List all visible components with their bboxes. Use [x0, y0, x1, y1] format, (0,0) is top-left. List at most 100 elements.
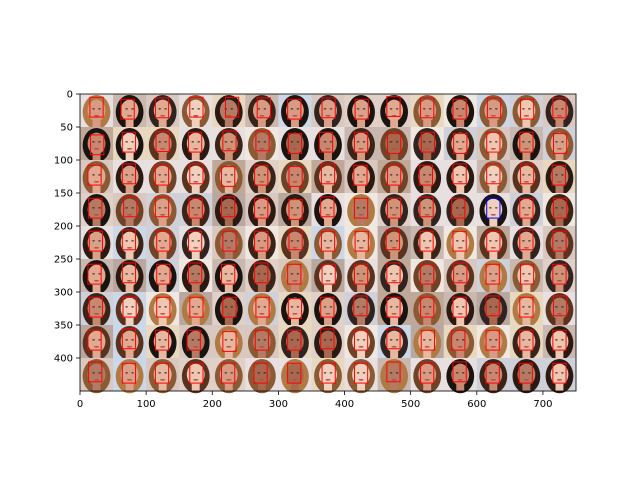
- face-box: [321, 362, 336, 384]
- face-box: [486, 97, 502, 119]
- face-box: [354, 98, 369, 120]
- detection-boxes: [87, 96, 568, 384]
- face-box: [353, 263, 369, 285]
- face-thumbnail: [113, 259, 147, 295]
- face-box: [552, 97, 567, 119]
- face-box: [256, 97, 271, 119]
- face-box: [90, 134, 105, 156]
- face-thumbnail: [80, 226, 114, 262]
- face-box: [222, 296, 237, 318]
- face-thumbnail: [344, 292, 379, 328]
- face-thumbnail: [443, 259, 478, 295]
- y-tick-label: 300: [54, 288, 73, 299]
- face-box: [353, 362, 369, 384]
- face-thumbnail: [476, 94, 511, 130]
- face-thumbnail: [542, 226, 577, 262]
- face-box: [253, 362, 268, 384]
- face-thumbnail: [410, 160, 445, 196]
- face-thumbnail: [377, 94, 412, 130]
- face-image-grid: [80, 94, 577, 394]
- face-thumbnail: [278, 292, 312, 328]
- face-box: [255, 130, 270, 152]
- face-box: [385, 229, 400, 251]
- face-thumbnail: [377, 226, 412, 262]
- y-axis: 0 50 100 150 200 250 300 350 400: [54, 90, 80, 365]
- face-box: [156, 296, 171, 318]
- face-thumbnail: [476, 292, 511, 328]
- x-tick-label: 600: [467, 399, 486, 410]
- face-box: [221, 263, 236, 285]
- face-thumbnail: [377, 325, 412, 361]
- face-thumbnail: [212, 160, 246, 196]
- x-tick-label: 300: [269, 399, 288, 410]
- face-box: [519, 229, 534, 251]
- face-box: [452, 296, 467, 318]
- face-box: [87, 164, 102, 186]
- face-box: [386, 328, 401, 350]
- face-box: [485, 362, 500, 384]
- face-box: [553, 197, 568, 219]
- face-thumbnail: [80, 94, 114, 130]
- face-box: [188, 197, 203, 219]
- face-box: [453, 262, 468, 284]
- y-tick-label: 200: [54, 222, 73, 233]
- face-box: [121, 229, 137, 251]
- face-box: [221, 196, 236, 218]
- y-tick-label: 250: [54, 255, 73, 266]
- face-box: [287, 133, 303, 154]
- face-box: [89, 96, 104, 118]
- face-box: [485, 329, 500, 351]
- face-thumbnail: [212, 94, 246, 130]
- face-box: [87, 263, 102, 285]
- face-box: [88, 230, 103, 252]
- face-box: [287, 298, 303, 319]
- face-box: [189, 296, 204, 318]
- face-thumbnail: [179, 325, 213, 361]
- face-box: [155, 131, 170, 152]
- face-thumbnail: [179, 94, 213, 130]
- x-tick-label: 700: [533, 399, 552, 410]
- face-box: [187, 262, 203, 284]
- face-box: [154, 97, 170, 119]
- face-box: [154, 164, 170, 186]
- face-box: [87, 329, 102, 351]
- y-tick-label: 150: [54, 189, 73, 200]
- face-box: [221, 362, 236, 384]
- face-thumbnail: [278, 193, 312, 229]
- face-box: [452, 230, 467, 252]
- face-thumbnail: [278, 226, 312, 262]
- face-box: [154, 196, 170, 218]
- face-box: [386, 296, 401, 318]
- face-box: [387, 133, 402, 154]
- face-box: [420, 131, 435, 153]
- face-box: [288, 166, 303, 187]
- face-thumbnail: [476, 160, 511, 196]
- face-box: [552, 230, 567, 252]
- face-thumbnail: [245, 259, 279, 295]
- face-box: [189, 96, 204, 118]
- face-box: [287, 362, 302, 384]
- face-thumbnail: [443, 358, 478, 394]
- face-thumbnail: [212, 193, 246, 229]
- face-box: [123, 196, 138, 218]
- face-box: [353, 329, 369, 351]
- face-box: [88, 361, 103, 383]
- face-box: [452, 98, 467, 120]
- face-thumbnail: [377, 358, 412, 394]
- face-box: [486, 230, 501, 252]
- face-box: [420, 263, 435, 285]
- face-box: [386, 96, 401, 117]
- face-thumbnail: [443, 160, 478, 196]
- face-box: [254, 329, 269, 351]
- face-box: [288, 199, 303, 220]
- face-box: [519, 163, 535, 185]
- face-thumbnail: [509, 226, 544, 262]
- face-box: [553, 133, 568, 154]
- face-thumbnail: [311, 94, 346, 130]
- face-box: [156, 230, 171, 252]
- face-box: [187, 131, 203, 153]
- face-box: [420, 362, 435, 384]
- face-thumbnail: [245, 127, 279, 163]
- face-box: [287, 98, 302, 120]
- face-thumbnail: [212, 127, 246, 163]
